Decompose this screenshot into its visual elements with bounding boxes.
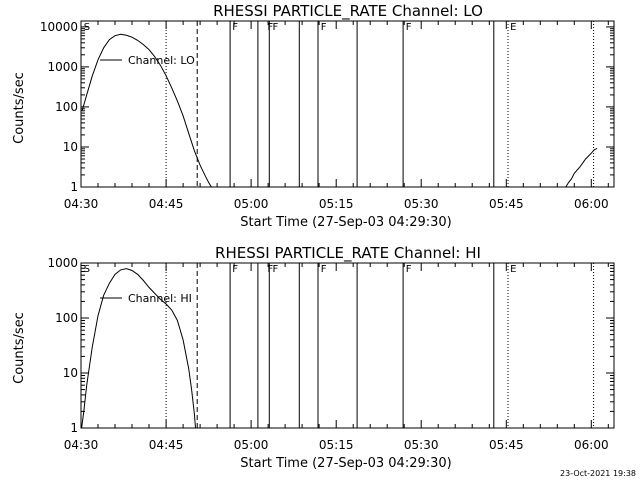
flag-label: F [232, 264, 238, 275]
flag-label: F [267, 22, 273, 33]
flag-label: F [273, 22, 279, 33]
y-tick-label: 100 [55, 100, 78, 114]
flag-label: F [321, 264, 327, 275]
flag-label: F [273, 264, 279, 275]
series-line [81, 268, 196, 429]
x-tick-label: 04:45 [149, 438, 184, 452]
flag-label: F [406, 22, 412, 33]
flag-label: F [267, 264, 273, 275]
x-tick-label: 06:00 [574, 197, 609, 211]
hi-channel-panel: RHESSI PARTICLE_RATE Channel: HI Counts/… [12, 244, 615, 471]
x-axis-label: Start Time (27-Sep-03 04:29:30) [240, 456, 451, 471]
x-tick-label: 05:00 [234, 197, 269, 211]
y-tick-label: 1000 [47, 256, 78, 270]
y-tick-label: 1000 [47, 60, 78, 74]
flag-label: F [321, 22, 327, 33]
flag-label: F [232, 22, 238, 33]
x-tick-label: 04:30 [64, 197, 99, 211]
flag-label: F [406, 264, 412, 275]
legend-label: Channel: HI [128, 292, 192, 305]
panel-title: RHESSI PARTICLE_RATE Channel: LO [213, 2, 483, 21]
y-tick-label: 100 [55, 311, 78, 325]
footer-timestamp: 23-Oct-2021 19:38 [560, 469, 636, 478]
y-tick-label: 1 [70, 421, 78, 435]
flag-label: E [510, 22, 516, 33]
series-line [565, 147, 598, 188]
x-tick-label: 05:30 [404, 438, 439, 452]
x-axis-label: Start Time (27-Sep-03 04:29:30) [240, 215, 451, 230]
x-tick-label: 05:45 [489, 197, 524, 211]
y-tick-label: 1 [70, 180, 78, 194]
flag-label: E [510, 264, 516, 275]
y-tick-label: 10 [63, 140, 78, 154]
plot-frame [80, 20, 615, 188]
x-tick-label: 05:15 [319, 438, 354, 452]
x-tick-label: 05:00 [234, 438, 269, 452]
series-line [81, 33, 212, 188]
flag-label: S [84, 22, 90, 33]
x-tick-label: 05:45 [489, 438, 524, 452]
y-axis-label: Counts/sec [12, 72, 27, 144]
y-tick-label: 10000 [40, 20, 78, 34]
y-tick-label: 10 [63, 366, 78, 380]
x-tick-label: 05:15 [319, 197, 354, 211]
lo-channel-panel: RHESSI PARTICLE_RATE Channel: LO Counts/… [12, 2, 615, 230]
legend-label: Channel: LO [128, 54, 195, 67]
y-axis-label: Counts/sec [12, 312, 27, 384]
plot-frame [80, 262, 615, 429]
x-tick-label: 04:30 [64, 438, 99, 452]
x-tick-label: 04:45 [149, 197, 184, 211]
flag-label: S [84, 264, 90, 275]
x-tick-label: 05:30 [404, 197, 439, 211]
panel-title: RHESSI PARTICLE_RATE Channel: HI [215, 244, 481, 263]
x-tick-label: 06:00 [574, 438, 609, 452]
